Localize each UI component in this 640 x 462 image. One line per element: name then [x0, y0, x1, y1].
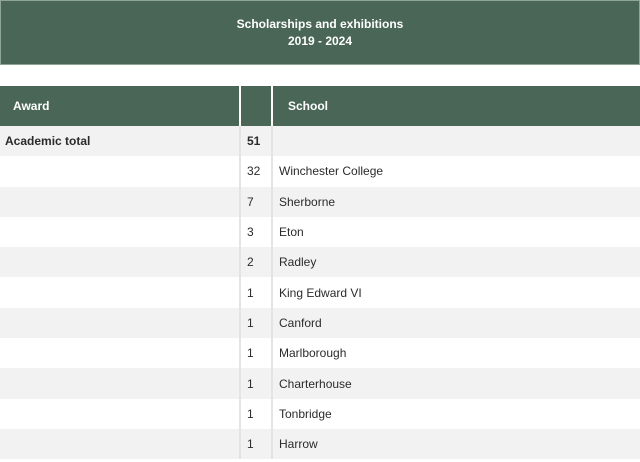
cell-school: King Edward VI [271, 277, 640, 308]
cell-count: 1 [239, 307, 272, 339]
cell-award [0, 428, 240, 460]
cell-school: Winchester College [271, 156, 640, 187]
cell-school [271, 126, 640, 157]
cell-award [0, 277, 240, 308]
cell-award [0, 338, 240, 369]
cell-award [0, 186, 240, 217]
cell-school: Harrow [271, 428, 640, 460]
cell-school: Charterhouse [271, 368, 640, 399]
table-row: 1 Marlborough [0, 338, 640, 369]
cell-award [0, 216, 240, 248]
cell-count: 2 [239, 247, 272, 278]
table-row: 3 Eton [0, 216, 640, 248]
table-row: 32 Winchester College [0, 156, 640, 187]
cell-count: 1 [239, 398, 272, 429]
title-banner: Scholarships and exhibitions 2019 - 2024 [0, 0, 640, 65]
cell-count: 51 [239, 126, 272, 157]
table-row-academic-total: Academic total 51 [0, 126, 640, 157]
cell-school: Marlborough [271, 338, 640, 369]
table-row: 7 Sherborne [0, 186, 640, 217]
cell-school: Radley [271, 247, 640, 278]
header-award: Award [0, 86, 240, 126]
cell-award [0, 247, 240, 278]
scholarships-table: Award School Academic total 51 32 Winche… [0, 86, 640, 460]
banner-title: Scholarships and exhibitions [236, 16, 404, 31]
cell-school: Canford [271, 307, 640, 339]
cell-award: Academic total [0, 126, 240, 157]
cell-award [0, 398, 240, 429]
header-count [239, 86, 272, 126]
table-header-row: Award School [0, 86, 640, 126]
cell-count: 3 [239, 216, 272, 248]
cell-award [0, 368, 240, 399]
cell-count: 1 [239, 277, 272, 308]
cell-school: Eton [271, 216, 640, 248]
table-row: 1 Tonbridge [0, 398, 640, 429]
header-school: School [271, 86, 640, 126]
cell-count: 32 [239, 156, 272, 187]
cell-award [0, 156, 240, 187]
cell-count: 7 [239, 186, 272, 217]
table-row: 1 King Edward VI [0, 277, 640, 308]
table-row: 1 Canford [0, 307, 640, 339]
cell-school: Sherborne [271, 186, 640, 217]
banner-years: 2019 - 2024 [287, 33, 353, 48]
table-row: 1 Charterhouse [0, 368, 640, 399]
cell-count: 1 [239, 338, 272, 369]
cell-count: 1 [239, 428, 272, 460]
cell-award [0, 307, 240, 339]
cell-count: 1 [239, 368, 272, 399]
table-row: 2 Radley [0, 247, 640, 278]
table-row: 1 Harrow [0, 428, 640, 460]
cell-school: Tonbridge [271, 398, 640, 429]
